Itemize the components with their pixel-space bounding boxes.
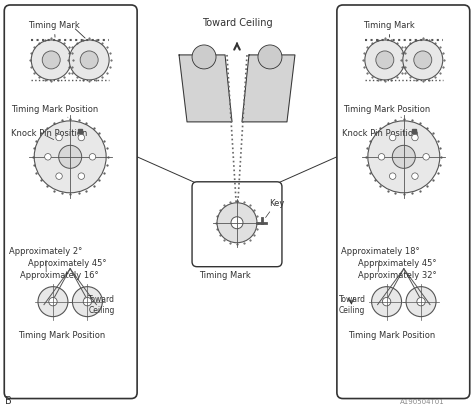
Circle shape	[45, 154, 51, 161]
Circle shape	[34, 122, 106, 193]
Circle shape	[49, 298, 57, 306]
Circle shape	[73, 287, 102, 317]
Polygon shape	[179, 56, 232, 123]
Circle shape	[80, 52, 98, 70]
Text: Timing Mark Position: Timing Mark Position	[343, 104, 430, 118]
Circle shape	[69, 41, 109, 81]
Text: Approximately 18°: Approximately 18°	[341, 246, 419, 272]
Circle shape	[392, 146, 415, 169]
Text: Toward
Ceiling: Toward Ceiling	[88, 294, 115, 314]
Circle shape	[365, 41, 405, 81]
Circle shape	[192, 46, 216, 70]
Text: Toward Ceiling: Toward Ceiling	[202, 18, 272, 28]
Text: Toward
Ceiling: Toward Ceiling	[339, 294, 366, 314]
Circle shape	[412, 173, 418, 180]
Circle shape	[383, 298, 391, 306]
Text: Knock Pin Position: Knock Pin Position	[11, 128, 88, 138]
Polygon shape	[242, 56, 295, 123]
Circle shape	[390, 173, 396, 180]
Text: Timing Mark: Timing Mark	[28, 21, 80, 38]
Text: Timing Mark Position: Timing Mark Position	[18, 330, 106, 339]
Circle shape	[417, 298, 425, 306]
Text: B: B	[5, 394, 12, 405]
Circle shape	[403, 41, 443, 81]
Text: Key: Key	[265, 198, 284, 218]
Circle shape	[414, 52, 432, 70]
Circle shape	[78, 135, 84, 141]
Text: Approximately 32°: Approximately 32°	[358, 270, 437, 279]
Circle shape	[89, 154, 96, 161]
Circle shape	[258, 46, 282, 70]
Text: Timing Mark: Timing Mark	[199, 270, 251, 279]
FancyBboxPatch shape	[4, 6, 137, 399]
Text: Timing Mark Position: Timing Mark Position	[348, 330, 435, 339]
Circle shape	[423, 154, 429, 161]
Circle shape	[56, 135, 62, 141]
Circle shape	[372, 287, 401, 317]
Circle shape	[56, 173, 62, 180]
FancyBboxPatch shape	[337, 6, 470, 399]
Text: Timing Mark: Timing Mark	[363, 21, 415, 38]
Circle shape	[376, 52, 394, 70]
Circle shape	[231, 217, 243, 229]
FancyBboxPatch shape	[192, 182, 282, 267]
Circle shape	[42, 52, 60, 70]
Text: Timing Mark Position: Timing Mark Position	[11, 104, 99, 118]
Text: Approximately 16°: Approximately 16°	[20, 270, 99, 279]
Circle shape	[38, 287, 68, 317]
Circle shape	[390, 135, 396, 141]
Circle shape	[31, 41, 71, 81]
Text: Approximately 45°: Approximately 45°	[358, 258, 437, 267]
Text: Approximately 2°: Approximately 2°	[9, 246, 82, 272]
Circle shape	[78, 173, 84, 180]
Circle shape	[412, 135, 418, 141]
Circle shape	[406, 287, 436, 317]
Circle shape	[83, 298, 91, 306]
FancyBboxPatch shape	[205, 219, 269, 257]
Text: Approximately 45°: Approximately 45°	[28, 258, 107, 267]
Circle shape	[59, 146, 82, 169]
Text: A190504T01: A190504T01	[400, 398, 445, 403]
Circle shape	[368, 122, 440, 193]
Circle shape	[217, 203, 257, 243]
Circle shape	[378, 154, 385, 161]
Text: Knock Pin Position: Knock Pin Position	[342, 128, 418, 138]
